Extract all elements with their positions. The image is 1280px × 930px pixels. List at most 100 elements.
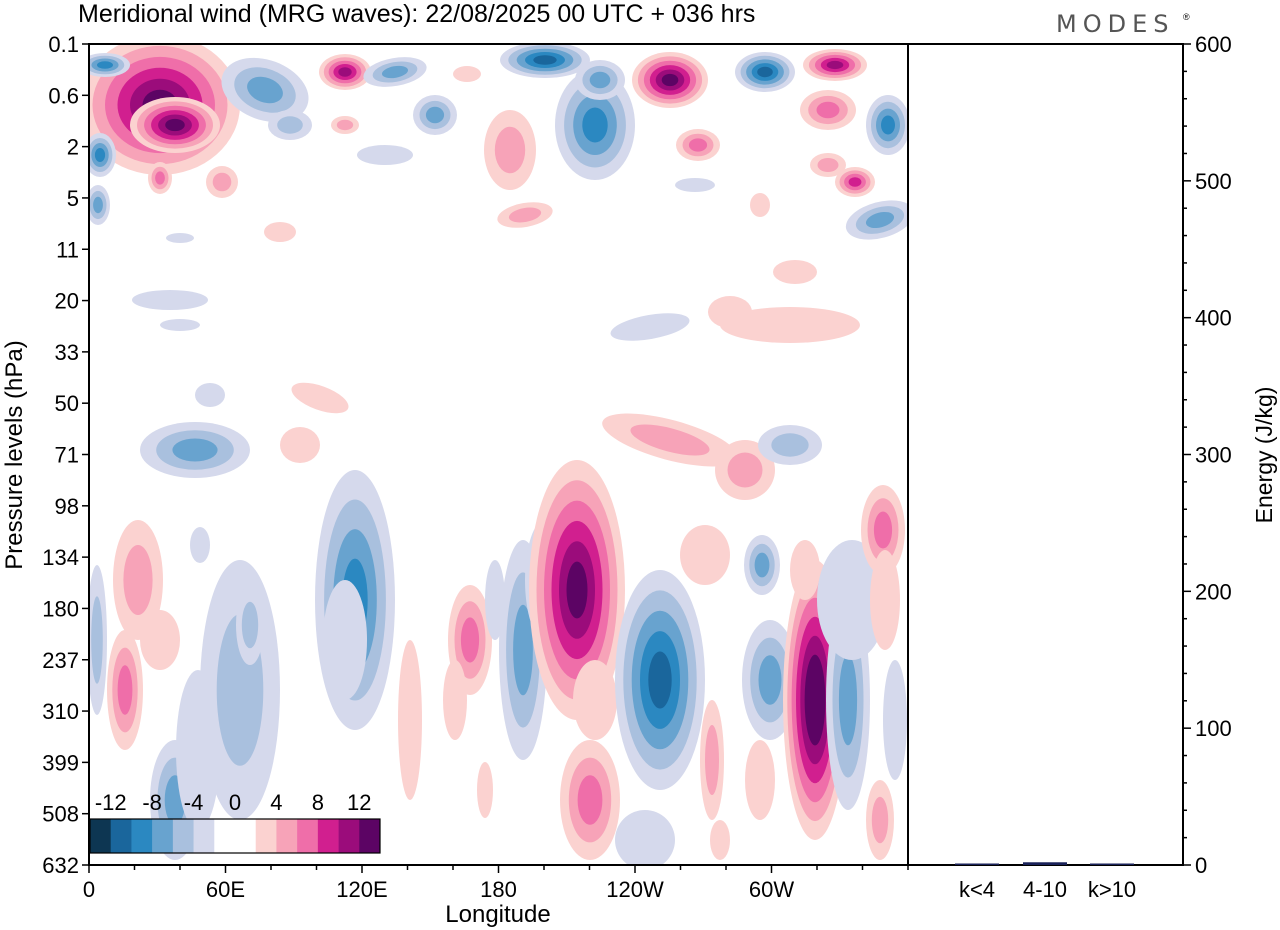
positive-contour-region bbox=[708, 296, 752, 328]
negative-contour-region bbox=[485, 560, 505, 640]
contour-level-3 bbox=[460, 617, 480, 663]
energy-tick-label-500: 500 bbox=[1195, 169, 1232, 194]
contour-level-3 bbox=[816, 101, 840, 119]
contour-level-1 bbox=[132, 290, 208, 310]
contour-level-1 bbox=[708, 296, 752, 328]
negative-contour-region bbox=[575, 60, 625, 100]
contour-level-4 bbox=[881, 115, 895, 135]
contour-field bbox=[89, 44, 908, 865]
negative-contour-region bbox=[176, 670, 220, 830]
colorbar-label-12: -12 bbox=[95, 790, 127, 815]
x-tick-label-60e: 60E bbox=[206, 877, 245, 902]
colorbar-swatch-2 bbox=[110, 819, 132, 853]
positive-contour-region bbox=[773, 260, 817, 284]
contour-level-1 bbox=[485, 560, 505, 640]
negative-contour-region bbox=[845, 200, 908, 240]
contour-level-1 bbox=[160, 319, 200, 331]
energy-axis: 0 100 200 300 400 500 600 bbox=[1183, 32, 1232, 878]
contour-level-5 bbox=[533, 55, 557, 65]
negative-contour-region bbox=[140, 422, 250, 478]
energy-bar-4-10 bbox=[1023, 862, 1067, 865]
positive-contour-region bbox=[107, 630, 143, 750]
colorbar-swatch-13 bbox=[338, 819, 360, 853]
energy-category-label-k-10: k>10 bbox=[1088, 877, 1136, 902]
energy-tick-label-400: 400 bbox=[1195, 306, 1232, 331]
contour-level-2 bbox=[91, 596, 103, 684]
x-tick-label-60w: 60W bbox=[749, 877, 794, 902]
positive-contour-region bbox=[453, 66, 481, 82]
colorbar-label-12: 12 bbox=[347, 790, 371, 815]
contour-level-1 bbox=[453, 66, 481, 82]
y-tick-label-632: 632 bbox=[42, 853, 79, 878]
contour-level-5 bbox=[757, 66, 773, 78]
contour-level-7 bbox=[808, 673, 822, 727]
contour-level-1 bbox=[140, 610, 180, 670]
contour-level-1 bbox=[870, 550, 900, 650]
contour-level-3 bbox=[758, 655, 782, 705]
contour-level-3 bbox=[513, 604, 533, 696]
positive-contour-region bbox=[264, 222, 296, 242]
positive-contour-region bbox=[715, 440, 775, 500]
contour-level-1 bbox=[176, 670, 220, 830]
contour-level-6 bbox=[661, 73, 679, 87]
positive-contour-region bbox=[497, 202, 553, 228]
positive-contour-region bbox=[319, 54, 371, 90]
contour-level-2 bbox=[241, 601, 259, 649]
contour-level-1 bbox=[357, 145, 413, 165]
y-tick-label-237: 237 bbox=[42, 648, 79, 673]
negative-contour-region bbox=[89, 185, 110, 225]
contour-level-5 bbox=[648, 651, 672, 709]
energy-panel-frame bbox=[907, 43, 1184, 866]
y-axis-label: Pressure levels (hPa) bbox=[1, 340, 28, 569]
contour-level-3 bbox=[865, 211, 895, 229]
colorbar-label-0: 0 bbox=[229, 790, 241, 815]
positive-contour-region bbox=[870, 550, 900, 650]
contour-level-3 bbox=[172, 438, 218, 462]
negative-contour-region bbox=[268, 110, 312, 140]
contour-level-1 bbox=[750, 193, 770, 217]
y-tick-label-399: 399 bbox=[42, 750, 79, 775]
positive-contour-region bbox=[700, 700, 724, 820]
positive-contour-region bbox=[291, 382, 349, 414]
contour-level-2 bbox=[871, 796, 889, 844]
contour-level-2 bbox=[508, 207, 542, 223]
colorbar-swatch-1 bbox=[90, 819, 112, 853]
negative-contour-region bbox=[195, 383, 225, 407]
negative-contour-region bbox=[190, 527, 210, 563]
negative-contour-region bbox=[555, 70, 635, 180]
negative-contour-region bbox=[363, 57, 427, 87]
contour-level-5 bbox=[338, 67, 352, 77]
contour-level-2 bbox=[277, 116, 303, 134]
negative-contour-region bbox=[735, 52, 795, 92]
contour-level-1 bbox=[264, 222, 296, 242]
contour-level-3 bbox=[577, 775, 603, 825]
negative-contour-region bbox=[500, 44, 590, 78]
energy-tick-label-200: 200 bbox=[1195, 579, 1232, 604]
positive-contour-region bbox=[477, 762, 493, 818]
x-tick-label-0: 0 bbox=[83, 877, 95, 902]
chart-title: Meridional wind (MRG waves): 22/08/2025 … bbox=[78, 0, 755, 28]
positive-contour-region bbox=[861, 485, 905, 575]
contour-level-3 bbox=[688, 138, 708, 152]
contour-level-3 bbox=[838, 654, 858, 746]
negative-contour-region bbox=[610, 313, 690, 341]
negative-contour-region bbox=[413, 95, 457, 135]
negative-contour-region bbox=[758, 425, 822, 465]
negative-contour-region bbox=[883, 660, 907, 780]
contour-level-1 bbox=[166, 233, 194, 243]
contour-level-1 bbox=[573, 660, 617, 740]
colorbar-swatch-14 bbox=[359, 819, 381, 853]
negative-contour-region bbox=[866, 95, 908, 155]
negative-contour-region bbox=[236, 585, 264, 665]
contour-level-2 bbox=[212, 172, 232, 192]
negative-contour-region bbox=[89, 53, 130, 77]
positive-contour-region bbox=[720, 307, 860, 343]
colorbar-swatch-9 bbox=[255, 819, 277, 853]
contour-level-3 bbox=[247, 76, 283, 104]
y-tick-label-11: 11 bbox=[56, 237, 79, 262]
contour-level-1 bbox=[675, 178, 715, 192]
pressure-axis: 0.1 0.6 2 5 11 20 33 50 71 98 134 180 237 310 399 508 63… bbox=[42, 32, 89, 878]
colorbar-label-4: -4 bbox=[184, 790, 204, 815]
contour-level-1 bbox=[790, 540, 820, 600]
